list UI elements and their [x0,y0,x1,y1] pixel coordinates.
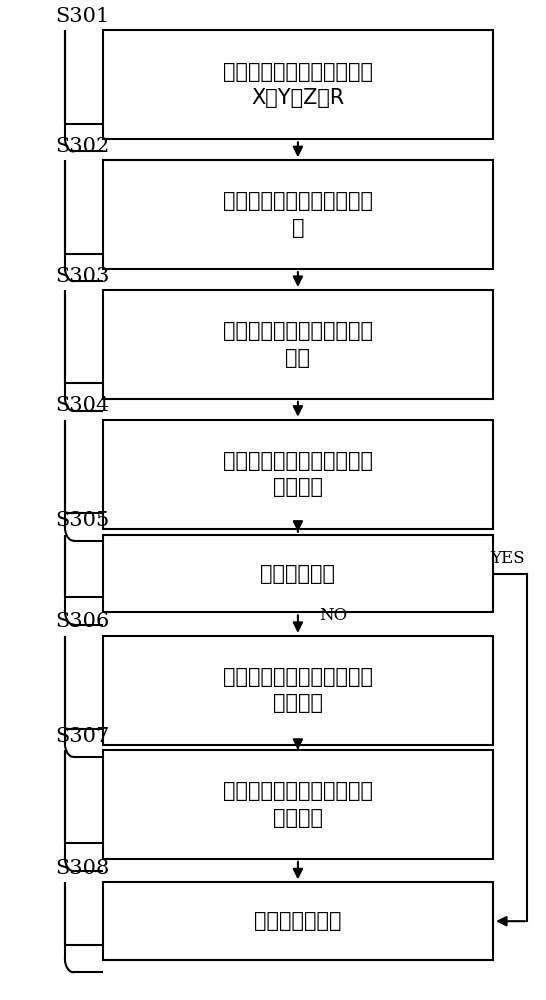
Text: S302: S302 [56,137,110,156]
Bar [103,290,493,399]
Bar [103,535,493,612]
Text: 计算父代矩阵以及子代矩阵
目标函数: 计算父代矩阵以及子代矩阵 目标函数 [223,451,373,497]
Text: 选择适应度高的子代为父代
矩阵迭代: 选择适应度高的子代为父代 矩阵迭代 [223,667,373,713]
Bar [103,636,493,745]
Bar [103,160,493,269]
Bar [103,30,493,139]
Text: 父代矩阵交叉变异选择达到
迭代次数: 父代矩阵交叉变异选择达到 迭代次数 [223,781,373,828]
Text: S304: S304 [56,396,110,415]
Bar [103,420,493,529]
Text: S301: S301 [56,7,110,26]
Text: 父代矩阵变异生成下代子代
矩阵: 父代矩阵变异生成下代子代 矩阵 [223,321,373,368]
Bar [103,750,493,859]
Text: S306: S306 [56,612,110,631]
Text: 输出最优解矩阵: 输出最优解矩阵 [254,911,342,931]
Text: S305: S305 [56,511,110,530]
Text: S308: S308 [56,859,110,878]
Bar [103,882,493,960]
Text: S307: S307 [56,727,110,746]
Text: NO: NO [319,607,347,624]
Text: S303: S303 [56,267,110,286]
Text: 达到目标要求: 达到目标要求 [260,564,335,584]
Text: 初始化种群数量作为父代矩
阵: 初始化种群数量作为父代矩 阵 [223,191,373,238]
Text: 随机产生网格化的车型矩阵
X、Y、Z、R: 随机产生网格化的车型矩阵 X、Y、Z、R [223,62,373,108]
Text: YES: YES [490,550,525,567]
